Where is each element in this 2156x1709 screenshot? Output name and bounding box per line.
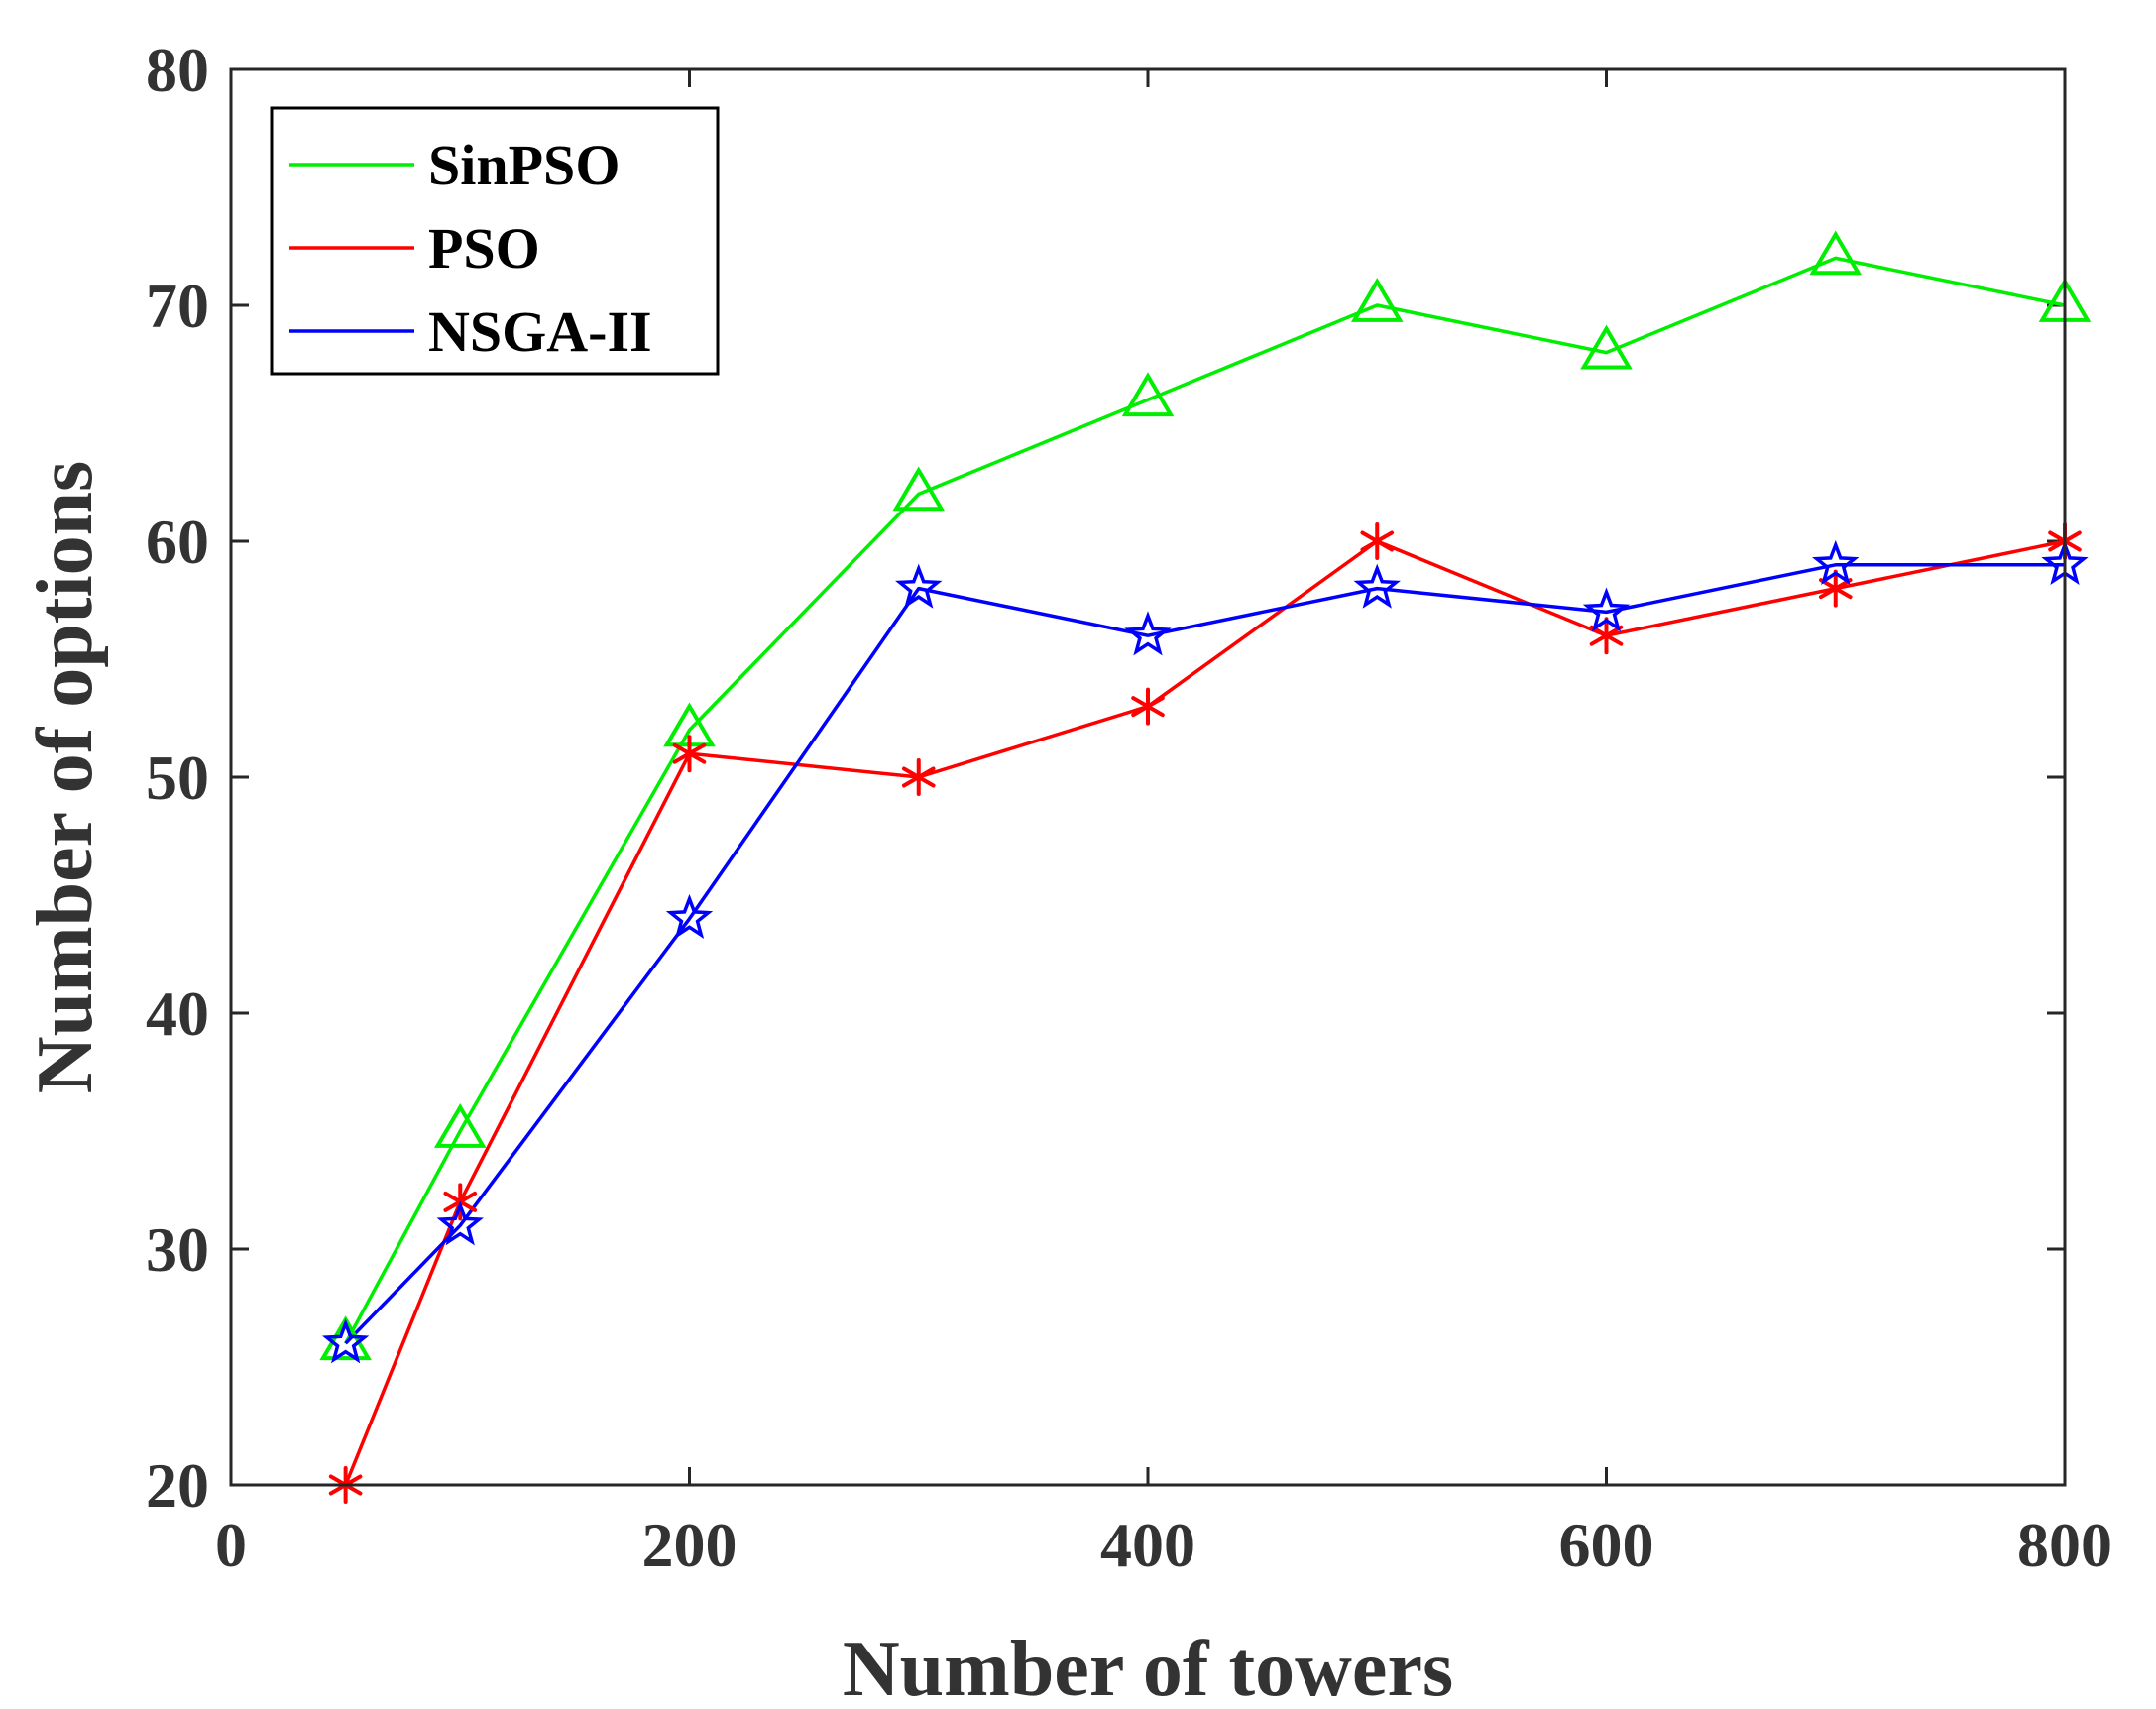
data-point-pso	[1131, 687, 1165, 726]
data-point-sinpso	[319, 1315, 372, 1361]
y-tick-label: 50	[146, 742, 209, 813]
legend-entries: SinPSO PSO NSGA-II	[289, 133, 652, 364]
data-point-pso	[1818, 569, 1853, 608]
series-line-sinpso	[344, 256, 2066, 1345]
data-point-pso	[1360, 522, 1395, 560]
y-tick-labels: 20 30 40 50 60 70 80	[146, 35, 209, 1521]
x-tick-label: 0	[215, 1510, 247, 1580]
data-point-nsga-ii	[1812, 539, 1860, 585]
data-point-sinpso	[1350, 278, 1404, 322]
plot-frame	[229, 67, 2067, 1487]
data-point-nsga-ii	[665, 893, 714, 939]
y-tick-label: 60	[146, 507, 209, 577]
x-tick-label: 400	[1100, 1510, 1195, 1580]
data-point-nsga-ii	[1582, 587, 1631, 632]
legend-label-nsga-ii: NSGA-II	[428, 299, 652, 364]
legend-label-pso: PSO	[428, 216, 540, 281]
data-point-nsga-ii	[1353, 563, 1401, 609]
data-point-sinpso	[1809, 230, 1863, 276]
y-axis-title: Number of options	[22, 461, 109, 1094]
y-tick-label: 30	[146, 1214, 209, 1285]
data-point-sinpso	[1580, 324, 1633, 370]
x-tick-label: 600	[1559, 1510, 1654, 1580]
x-tick-label: 800	[2017, 1510, 2112, 1580]
data-point-pso	[901, 758, 936, 796]
data-point-pso	[1589, 617, 1624, 655]
data-point-nsga-ii	[895, 563, 943, 609]
x-axis-title: Number of towers	[843, 1626, 1453, 1709]
data-point-sinpso	[433, 1103, 487, 1148]
series-line-nsga-ii	[344, 563, 2065, 1345]
x-tick-labels: 0 200 400 600 800	[215, 1510, 2112, 1580]
y-tick-label: 20	[146, 1450, 209, 1521]
data-point-nsga-ii	[321, 1318, 370, 1364]
data-point-nsga-ii	[1124, 611, 1172, 656]
data-point-pso	[672, 735, 707, 773]
y-tick-label: 80	[146, 35, 209, 105]
data-point-nsga-ii	[436, 1200, 484, 1246]
y-tick-label: 40	[146, 978, 209, 1049]
data-point-sinpso	[892, 466, 946, 512]
legend-label-sinpso: SinPSO	[428, 133, 620, 197]
y-tick-label: 70	[146, 271, 209, 341]
data-point-sinpso	[1121, 372, 1175, 417]
legend: SinPSO PSO NSGA-II	[270, 106, 720, 376]
x-tick-label: 200	[642, 1510, 738, 1580]
